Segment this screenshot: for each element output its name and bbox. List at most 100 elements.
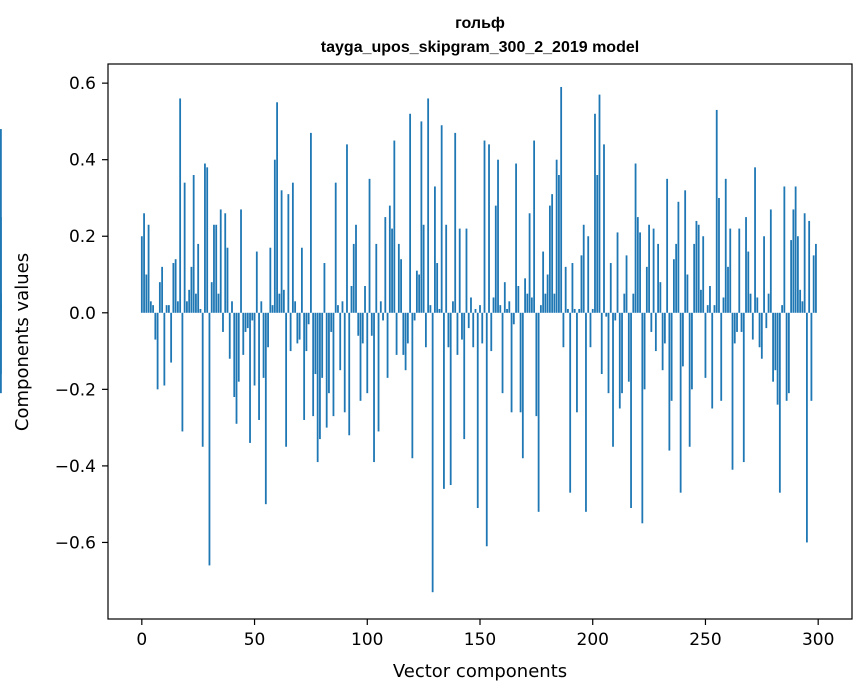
bar: [253, 312, 256, 386]
bar: [0, 312, 2, 375]
bar: [181, 312, 184, 432]
bar: [695, 220, 698, 313]
bar: [235, 312, 238, 424]
bar: [787, 312, 790, 394]
bar: [325, 312, 328, 428]
bar: [183, 182, 186, 313]
bar: [623, 293, 626, 313]
bar: [291, 182, 294, 313]
bar: [519, 312, 522, 413]
bar: [742, 312, 745, 463]
bar: [213, 224, 215, 313]
bar: [431, 312, 434, 593]
bar: [267, 312, 269, 348]
bar: [249, 312, 251, 443]
x-axis-label: Vector components: [393, 661, 567, 682]
bar: [790, 240, 793, 313]
bar: [772, 312, 774, 382]
bar: [589, 312, 592, 348]
bar: [228, 312, 231, 359]
bar: [515, 163, 517, 313]
bar: [195, 293, 197, 313]
bar: [375, 243, 378, 313]
bar: [564, 266, 567, 313]
bar: [675, 243, 678, 313]
bar: [386, 312, 389, 378]
bar: [470, 297, 472, 313]
bar: [494, 205, 497, 313]
bar: [307, 312, 310, 325]
bar: [537, 312, 540, 512]
bar: [373, 312, 375, 463]
bar: [785, 312, 788, 401]
bar: [702, 236, 705, 313]
bar: [474, 308, 477, 313]
bar: [222, 312, 224, 332]
bar: [684, 190, 687, 313]
bar: [749, 293, 752, 313]
bar: [332, 312, 335, 417]
bar: [501, 312, 504, 394]
bar: [384, 217, 387, 313]
bar: [143, 213, 145, 313]
bar: [429, 305, 432, 313]
bar: [792, 209, 795, 313]
y-tick-label: −0.2: [55, 380, 96, 400]
bar: [758, 312, 761, 348]
bar: [528, 213, 531, 313]
bar: [258, 312, 260, 420]
bar: [454, 132, 457, 313]
bar: [339, 312, 342, 371]
bar: [693, 243, 696, 313]
bar: [715, 109, 718, 313]
bar: [598, 94, 601, 313]
bar: [767, 293, 770, 313]
bar: [165, 305, 168, 313]
bar: [156, 312, 159, 390]
bar: [666, 178, 669, 313]
bar: [0, 305, 2, 313]
bar: [562, 312, 565, 348]
bar: [445, 224, 448, 313]
bar: [161, 266, 164, 313]
bar: [533, 140, 536, 313]
bar: [731, 312, 734, 470]
bar: [359, 312, 362, 401]
bar: [176, 301, 179, 313]
bar: [548, 205, 551, 313]
bar: [346, 144, 348, 313]
bar: [567, 308, 569, 313]
bar: [314, 312, 317, 375]
bar: [643, 312, 646, 390]
bar: [149, 301, 152, 313]
bar: [727, 266, 729, 313]
bar: [722, 297, 725, 313]
bar: [397, 243, 400, 313]
bar: [618, 312, 621, 409]
bar: [413, 312, 416, 321]
bar: [616, 232, 619, 313]
bar: [492, 297, 495, 313]
bar: [497, 159, 499, 313]
bar: [422, 224, 425, 313]
bar: [815, 243, 817, 313]
bar: [456, 312, 459, 355]
bar: [316, 312, 319, 463]
bar: [587, 236, 590, 313]
bar: [682, 312, 684, 367]
bar: [479, 305, 481, 313]
bar: [713, 305, 716, 313]
bar: [530, 297, 533, 313]
bar: [555, 159, 558, 313]
bar: [402, 312, 405, 355]
bar: [524, 278, 526, 313]
plot-frame: [107, 63, 853, 620]
bar: [197, 243, 200, 313]
bar: [607, 312, 610, 394]
bar: [300, 247, 303, 313]
bar: [366, 312, 369, 394]
bar: [612, 312, 614, 447]
bar: [810, 312, 813, 401]
bar: [447, 312, 450, 348]
bar: [418, 274, 421, 313]
